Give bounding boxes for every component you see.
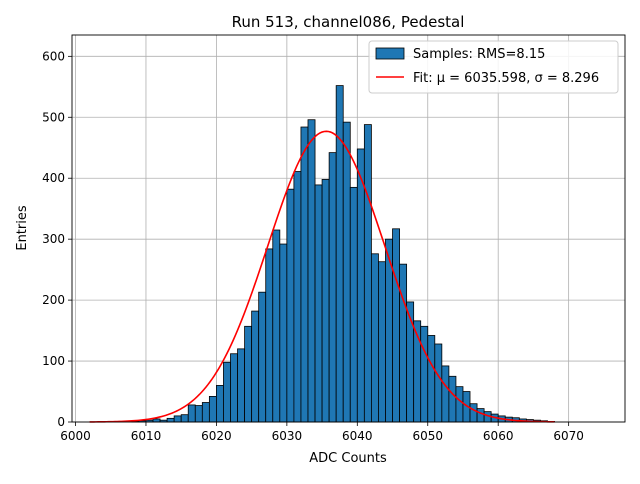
histogram-bar [201, 402, 210, 423]
histogram-bar [469, 403, 478, 423]
x-tick-label: 6030 [272, 429, 303, 443]
x-tick-label: 6070 [553, 429, 584, 443]
x-tick-label: 6060 [483, 429, 514, 443]
legend-label-fit: Fit: μ = 6035.598, σ = 8.296 [413, 71, 599, 86]
histogram-bar [342, 121, 351, 423]
histogram-bar [244, 325, 253, 423]
histogram-bar [258, 291, 267, 423]
histogram-bar [392, 228, 400, 423]
histogram-bar [434, 343, 443, 423]
chart-title: Run 513, channel086, Pedestal [232, 13, 465, 31]
histogram-bar [370, 253, 379, 423]
histogram-bar [441, 365, 450, 423]
histogram-bar [448, 375, 457, 423]
y-tick-label: 300 [42, 232, 65, 246]
histogram-bar [328, 152, 337, 423]
legend-label-histogram: Samples: RMS=8.15 [413, 47, 545, 62]
histogram-bar [321, 179, 330, 423]
x-tick-label: 6020 [201, 429, 232, 443]
y-axis-label: Entries [15, 205, 30, 251]
y-tick-label: 600 [42, 49, 65, 63]
histogram-bar [427, 335, 436, 423]
histogram-bar [356, 148, 365, 423]
legend-box [368, 40, 619, 94]
x-tick-label: 6000 [60, 429, 91, 443]
plot-frame [71, 34, 626, 423]
y-tick-label: 100 [42, 354, 65, 368]
histogram-bar [208, 396, 217, 423]
histogram-bar [455, 386, 464, 423]
ticks-layer: 6000 6010 6020 6030 6040 6050 6060 6070 0 100 200 3… [42, 49, 584, 443]
y-tick-label: 500 [42, 110, 65, 124]
histogram-bar [216, 385, 224, 423]
y-tick-label: 400 [42, 171, 65, 185]
histogram-bar [349, 186, 358, 423]
x-tick-label: 6050 [412, 429, 443, 443]
legend: Samples: RMS=8.15 Fit: μ = 6035.598, σ =… [368, 40, 619, 94]
histogram-bar [187, 404, 196, 423]
histogram-bar [223, 361, 231, 423]
x-axis-label: ADC Counts [309, 451, 387, 466]
histogram-bar [152, 418, 161, 423]
y-tick-label: 0 [57, 415, 65, 429]
histogram-bar [300, 126, 309, 423]
histogram-bar [399, 263, 408, 423]
histogram-bar [286, 188, 295, 423]
histogram-bar [251, 310, 260, 423]
histogram-bar [476, 408, 485, 423]
fit-curve [89, 130, 555, 423]
histogram-bar [279, 243, 288, 423]
histogram-bar [314, 184, 323, 423]
histogram-bar [230, 353, 238, 423]
histogram-bar [420, 325, 429, 423]
histogram-bar [166, 417, 175, 423]
y-tick-label: 200 [42, 293, 65, 307]
histogram-bar [265, 248, 274, 423]
histogram-bar [378, 261, 386, 423]
histogram-bar [194, 405, 203, 423]
x-tick-label: 6040 [342, 429, 373, 443]
histogram-bar [363, 124, 372, 423]
legend-swatch-histogram [375, 47, 405, 60]
histogram-bar [180, 414, 189, 423]
histogram-bar [293, 171, 302, 423]
histogram-bar [237, 348, 245, 423]
x-tick-label: 6010 [131, 429, 162, 443]
fit-layer [89, 130, 555, 423]
histogram-bar [307, 119, 316, 423]
histogram-bar [173, 415, 182, 423]
histogram-bar [272, 229, 281, 423]
